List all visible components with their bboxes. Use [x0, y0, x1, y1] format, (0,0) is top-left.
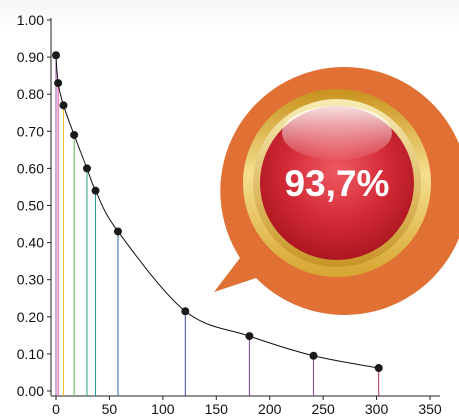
y-tick-label: 0.20	[17, 309, 44, 325]
y-tick-label: 0.40	[17, 235, 44, 251]
x-tick-label: 150	[205, 401, 229, 417]
y-tick-label: 0.50	[17, 198, 44, 214]
data-point	[245, 332, 254, 341]
x-tick-label: 100	[151, 401, 175, 417]
y-tick-label: 0.80	[17, 86, 44, 102]
percentage-badge: 93,7%	[214, 66, 459, 315]
badge-label: 93,7%	[285, 163, 390, 204]
data-point	[309, 351, 318, 360]
y-tick-label: 1.00	[17, 12, 44, 28]
data-stems	[55, 55, 380, 396]
y-tick-label: 0.00	[17, 383, 44, 399]
x-tick-label: 250	[311, 401, 335, 417]
x-tick-label: 50	[102, 401, 118, 417]
data-point	[113, 227, 122, 236]
x-tick-label: 350	[418, 401, 442, 417]
y-tick-label: 0.10	[17, 346, 44, 362]
y-axis-ticks: 0.00 0.10 0.20 0.30 0.40 0.50 0.60 0.70 0.80 0.90…	[17, 12, 51, 399]
data-point	[374, 363, 383, 372]
x-tick-label: 0	[52, 401, 60, 417]
data-points	[52, 51, 383, 372]
y-tick-label: 0.70	[17, 123, 44, 139]
data-point	[52, 51, 60, 60]
data-point	[181, 307, 190, 316]
x-tick-label: 200	[258, 401, 282, 417]
decay-curve	[55, 55, 379, 369]
data-point	[82, 164, 91, 173]
data-point	[70, 131, 79, 140]
data-point	[59, 101, 68, 110]
data-point	[91, 186, 100, 195]
y-tick-label: 0.30	[17, 272, 44, 288]
y-tick-label: 0.60	[17, 160, 44, 176]
x-axis-ticks: 0 50 100 150 200 250 300 350	[52, 396, 442, 417]
y-tick-label: 0.90	[17, 49, 44, 65]
x-tick-label: 300	[365, 401, 389, 417]
badge-shine	[282, 106, 392, 160]
data-point	[54, 79, 63, 88]
axes	[50, 18, 440, 397]
